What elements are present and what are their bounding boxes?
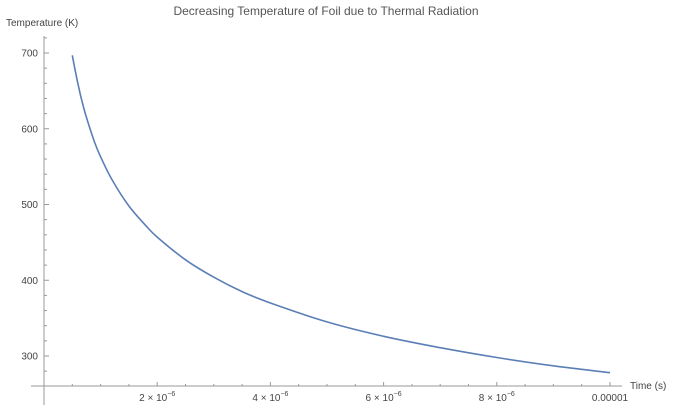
x-tick-label: 2 × 10−6 xyxy=(139,391,175,404)
y-tick-label: 600 xyxy=(21,124,38,135)
y-axis-label: Temperature (K) xyxy=(6,18,78,29)
chart-title: Decreasing Temperature of Foil due to Th… xyxy=(173,4,478,18)
series-line xyxy=(71,55,611,374)
x-tick-label: 6 × 10−6 xyxy=(366,391,402,404)
x-tick-label: 0.00001 xyxy=(592,393,629,404)
x-tick-label: 8 × 10−6 xyxy=(479,391,515,404)
x-axis-label: Time (s) xyxy=(630,381,666,392)
y-ticks: 300 400 500 600 700 xyxy=(21,37,49,372)
y-tick-label: 300 xyxy=(21,352,38,363)
x-ticks: 2 × 10−6 4 × 10−6 6 × 10−6 8 × 10−6 0.00001 xyxy=(71,382,629,404)
x-tick-label: 4 × 10−6 xyxy=(252,391,288,404)
y-tick-label: 400 xyxy=(21,276,38,287)
y-tick-label: 500 xyxy=(21,200,38,211)
series-layer xyxy=(71,55,611,374)
y-tick-label: 700 xyxy=(21,49,38,60)
